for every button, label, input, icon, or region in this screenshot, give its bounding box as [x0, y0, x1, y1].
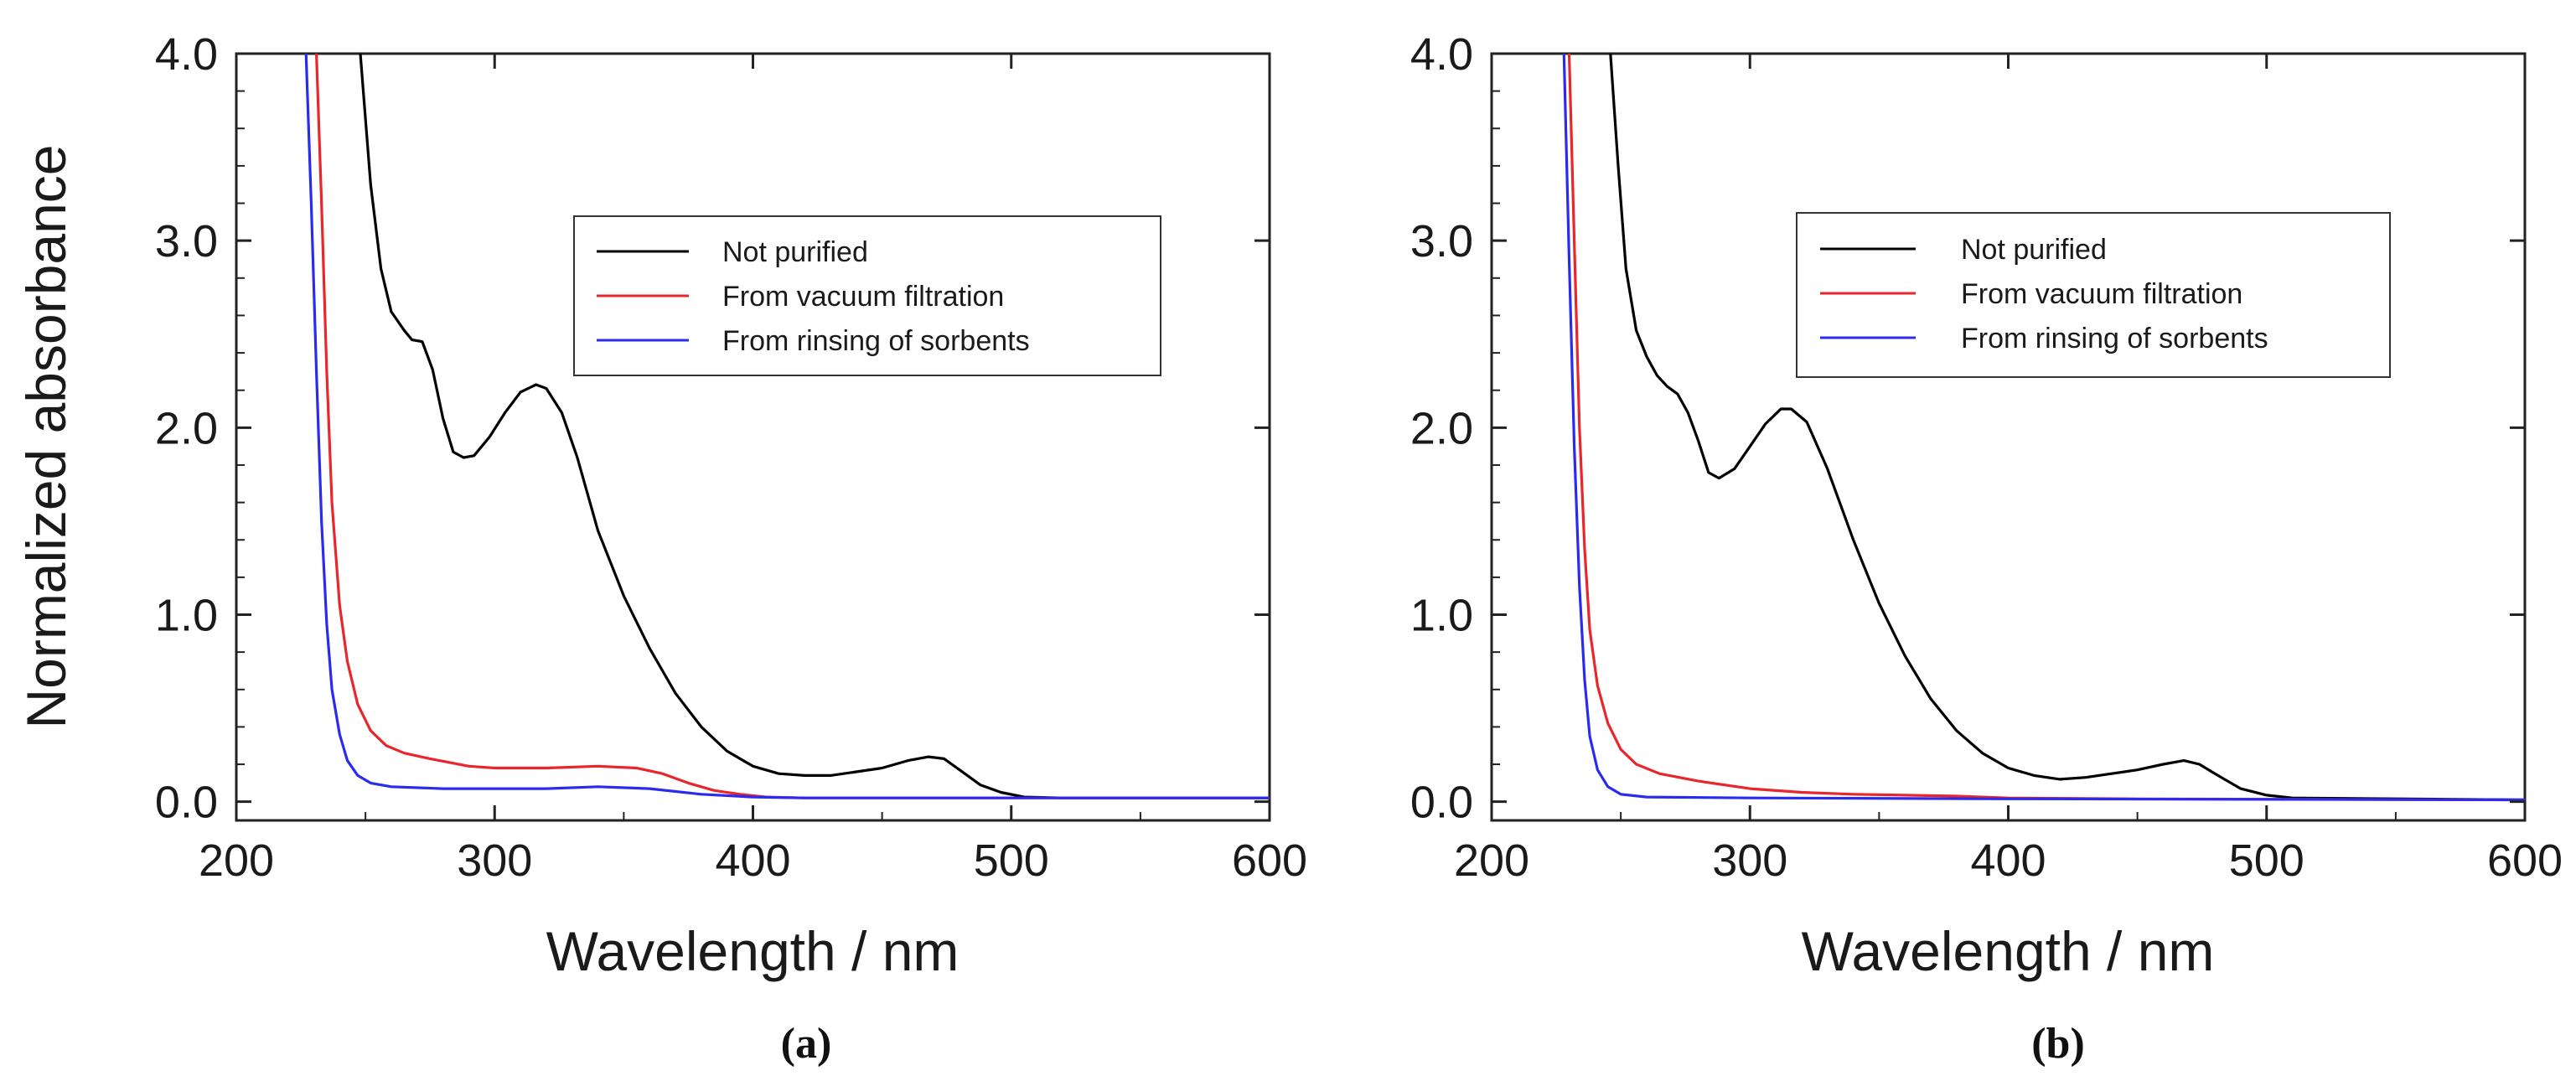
- y-tick-label: 0.0: [155, 778, 218, 828]
- panel-label-b: (b): [2031, 1020, 2085, 1068]
- series-line-not-purified: [359, 53, 1270, 799]
- plot-area-frame: [235, 52, 1271, 822]
- y-tick-label: 3.0: [1410, 216, 1473, 266]
- x-tick-label: 600: [2487, 835, 2563, 886]
- series-line-from-rinsing-of-sorbents: [304, 53, 1270, 799]
- x-tick-label: 200: [1454, 835, 1529, 886]
- legend-label-vacuum-filtration: From vacuum filtration: [1961, 278, 2242, 310]
- legend-label-not-purified: Not purified: [722, 236, 868, 268]
- legend-label-vacuum-filtration: From vacuum filtration: [722, 281, 1004, 313]
- x-tick-label: 500: [2229, 835, 2304, 886]
- legend: Not purified From vacuum filtration From…: [573, 215, 1161, 376]
- legend-label-rinsing-sorbents: From rinsing of sorbents: [1961, 323, 2268, 354]
- x-tick-label: 400: [715, 835, 790, 886]
- y-tick-label: 2.0: [155, 403, 218, 453]
- x-tick-label: 400: [1970, 835, 2046, 886]
- x-tick-label: 500: [974, 835, 1049, 886]
- y-tick-label: 1.0: [1410, 591, 1473, 641]
- y-tick-label: 2.0: [1410, 403, 1473, 453]
- y-tick-label: 1.0: [155, 591, 218, 641]
- x-tick-label: 300: [457, 835, 532, 886]
- legend-box: [1796, 212, 2391, 378]
- y-tick-label: 3.0: [155, 216, 218, 266]
- series-line-not-purified: [1609, 53, 2526, 802]
- chart-panel-a: 200 300 400 500 600 0.0 1.0 2.0 3.0 4.0 Normalize…: [15, 29, 1307, 1068]
- x-axis-title: Wavelength / nm: [1802, 920, 2215, 982]
- panel-label-a: (a): [781, 1020, 832, 1068]
- series-line-from-vacuum-filtration: [315, 53, 1270, 799]
- y-tick-label: 0.0: [1410, 778, 1473, 828]
- x-tick-label: 300: [1712, 835, 1787, 886]
- y-tick-label: 4.0: [155, 29, 218, 80]
- y-tick-label: 4.0: [1410, 29, 1473, 80]
- plot-area-frame: [1490, 52, 2527, 822]
- x-tick-label: 600: [1232, 835, 1307, 886]
- series-line-from-vacuum-filtration: [1567, 53, 2526, 802]
- legend-label-not-purified: Not purified: [1961, 234, 2107, 266]
- series-line-from-rinsing-of-sorbents: [1562, 53, 2526, 802]
- x-axis-title: Wavelength / nm: [546, 920, 960, 982]
- legend-label-rinsing-sorbents: From rinsing of sorbents: [722, 325, 1030, 357]
- chart-panel-b: 200 300 400 500 600 0.0 1.0 2.0 3.0 4.0 Wavelengt…: [1410, 29, 2563, 1068]
- legend: Not purified From vacuum filtration From…: [1796, 212, 2391, 378]
- y-axis-title: Normalized absorbance: [15, 144, 77, 728]
- x-tick-label: 200: [199, 835, 274, 886]
